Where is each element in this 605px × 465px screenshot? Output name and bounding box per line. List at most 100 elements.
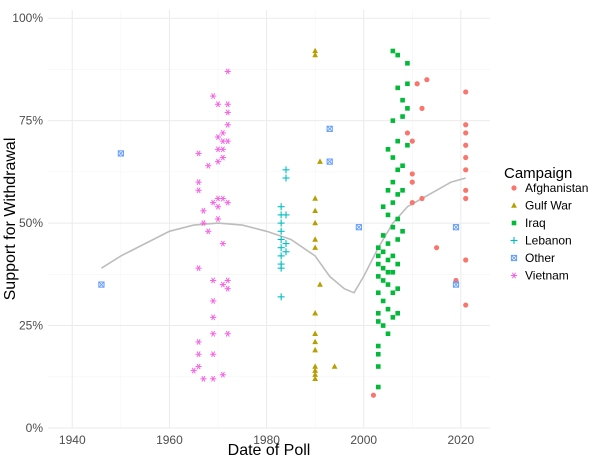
y-tick-label: 0% [26,421,44,435]
point-vietnam [224,199,231,206]
point-iraq [385,212,391,218]
point-iraq [380,204,386,210]
trend-line [100,177,466,294]
point-vietnam [219,154,226,161]
point-afghanistan [463,195,469,202]
point-vietnam [224,285,231,292]
point-iraq [400,188,405,193]
point-afghanistan [463,89,469,95]
x-axis-title: Date of Poll [228,442,311,459]
point-other [98,281,105,288]
point-afghanistan [409,200,415,206]
point-iraq [375,384,381,390]
y-tick-label: 75% [19,114,43,128]
point-vietnam [219,129,226,136]
point-iraq [390,179,396,185]
point-lebanon [277,219,285,227]
point-lebanon [277,264,285,272]
point-vietnam [200,375,207,382]
x-tick-label: 2000 [350,433,377,447]
point-vietnam [219,371,226,378]
point-afghanistan [404,130,411,136]
point-gulf-war [312,244,319,250]
point-lebanon [277,244,285,252]
point-afghanistan [414,81,420,87]
point-iraq [400,228,405,234]
series-afghanistan [370,77,469,398]
legend-title: Campaign [504,165,572,182]
point-afghanistan [409,138,415,144]
legend-label-afghanistan: Afghanistan [525,181,588,195]
legend-label-other: Other [525,251,555,265]
point-afghanistan [433,245,440,251]
point-lebanon [277,293,285,301]
point-other [355,224,362,231]
legend-label-vietnam: Vietnam [525,269,569,283]
point-vietnam [210,351,217,358]
y-tick-label: 25% [19,319,43,333]
point-iraq [375,290,381,296]
point-iraq [390,224,396,230]
point-gulf-war [312,51,319,58]
point-iraq [390,269,396,275]
legend-key-afghanistan [511,185,517,191]
point-vietnam [200,220,207,227]
point-lebanon [277,235,285,243]
x-tick-label: 1960 [156,433,183,447]
point-lebanon [282,166,290,174]
point-afghanistan [463,130,469,136]
series-gulf-war [312,47,338,382]
legend-label-gulf-war: Gulf War [525,199,572,213]
point-iraq [385,257,391,263]
point-vietnam [219,240,226,247]
legend-label-lebanon: Lebanon [525,234,572,248]
point-vietnam [195,363,202,370]
point-vietnam [214,216,222,222]
point-lebanon [282,240,290,248]
point-iraq [385,282,391,287]
point-vietnam [210,298,217,304]
point-vietnam [219,195,226,202]
y-axis-title: Support for Withdrawal [2,138,19,301]
x-axis-ticks: 1940 1960 1980 2000 2020 [59,433,475,447]
point-vietnam [210,277,217,284]
point-afghanistan [370,392,377,398]
point-vietnam [200,207,207,214]
point-iraq [375,351,381,357]
point-vietnam [224,109,231,116]
series-other [98,125,460,288]
point-vietnam [195,150,202,157]
point-iraq [380,278,386,283]
point-iraq [385,188,391,193]
point-vietnam [210,375,217,382]
point-iraq [405,106,410,111]
point-iraq [390,315,396,320]
point-gulf-war [312,236,319,242]
x-tick-label: 1940 [59,433,86,447]
point-vietnam [214,158,222,165]
point-lebanon [282,211,290,219]
point-iraq [395,52,401,58]
point-iraq [400,114,405,119]
point-gulf-war [312,367,319,373]
point-gulf-war [312,47,319,54]
point-vietnam [219,281,226,288]
grid [48,10,490,429]
x-tick-label: 1980 [253,433,280,447]
point-gulf-war [317,158,323,164]
point-iraq [385,269,391,275]
point-iraq [405,81,410,87]
legend-key-iraq [511,220,517,226]
point-vietnam [205,162,212,169]
point-afghanistan [409,179,415,185]
point-vietnam [210,314,217,321]
legend-key-lebanon [510,237,518,244]
series-iraq [375,48,410,390]
point-iraq [395,310,401,316]
point-iraq [390,118,396,123]
point-vietnam [190,367,197,374]
point-iraq [375,364,381,369]
point-afghanistan [463,154,469,161]
point-other [326,158,333,165]
